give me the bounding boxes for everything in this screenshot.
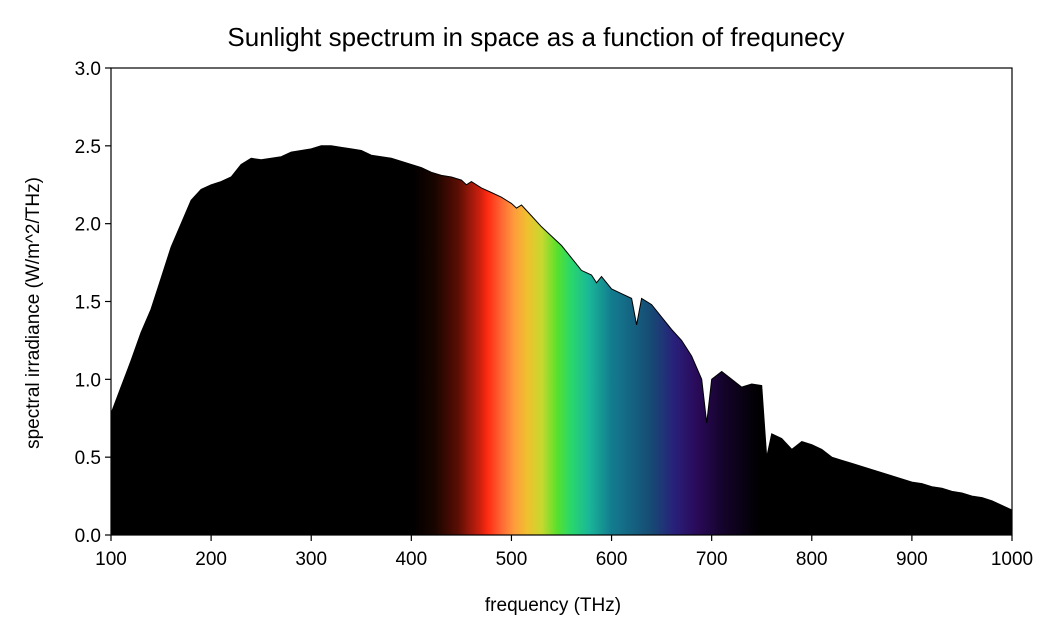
- x-tick-label: 700: [696, 549, 728, 570]
- y-tick-label: 1.0: [75, 370, 101, 391]
- y-axis: 0.0 0.5 1.0 1.5 2.0 2.5 3.0: [75, 59, 111, 547]
- x-tick-label: 500: [496, 549, 528, 570]
- spectrum-area: [111, 145, 1012, 535]
- y-tick-label: 0.5: [75, 448, 101, 469]
- x-tick-label: 600: [596, 549, 628, 570]
- x-tick-label: 900: [896, 549, 928, 570]
- x-tick-label: 1000: [991, 549, 1033, 570]
- x-tick-label: 800: [796, 549, 828, 570]
- x-axis-title: frequency (THz): [485, 595, 621, 616]
- x-tick-label: 300: [295, 549, 327, 570]
- y-tick-label: 0.0: [75, 526, 101, 547]
- y-tick-label: 3.0: [75, 59, 101, 80]
- x-axis: 100 200 300 400 500 600 700 800 900 1000: [95, 535, 1033, 570]
- x-tick-label: 200: [195, 549, 227, 570]
- y-tick-label: 1.5: [75, 293, 101, 314]
- y-axis-title: spectral irradiance (W/m^2/THz): [23, 177, 44, 449]
- y-tick-label: 2.5: [75, 137, 101, 158]
- x-tick-label: 100: [95, 549, 127, 570]
- chart-title: Sunlight spectrum in space as a function…: [227, 22, 844, 52]
- x-tick-label: 400: [395, 549, 427, 570]
- y-tick-label: 2.0: [75, 215, 101, 236]
